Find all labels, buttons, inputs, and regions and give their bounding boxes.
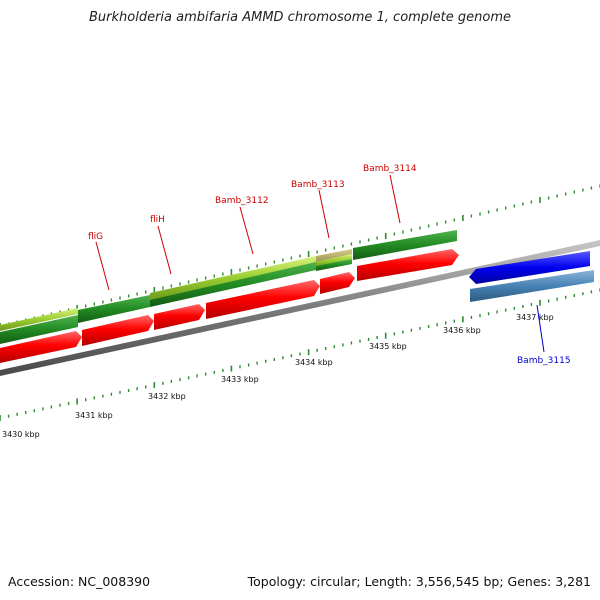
leader-line — [157, 225, 172, 275]
gene-track — [0, 230, 457, 344]
gene-label-Bamb_3115[interactable]: Bamb_3115 — [517, 356, 571, 366]
gene-bar-fliH[interactable] — [150, 261, 316, 307]
gene-bar-fliG-overlay — [0, 308, 78, 331]
gene-label-fliG[interactable]: fliG — [88, 232, 103, 242]
cds-arrow[interactable] — [357, 249, 459, 281]
accession-label: Accession: NC_008390 — [8, 574, 151, 589]
gene-labels: fliG fliH Bamb_3112 Bamb_3113 Bamb_3114 … — [88, 164, 571, 366]
tick-label: 3433 kbp — [221, 375, 259, 384]
tick-label: 3430 kbp — [2, 430, 40, 439]
gene-bar-fliH-overlay[interactable] — [150, 256, 316, 300]
tick-labels: 3430 kbp 3431 kbp 3432 kbp 3433 kbp 3434… — [2, 313, 554, 439]
tick-label: 3437 kbp — [516, 313, 554, 322]
gene-label-fliH[interactable]: fliH — [150, 215, 165, 225]
cds-arrow[interactable] — [320, 272, 355, 294]
gene-bar-Bamb_3115[interactable] — [470, 270, 594, 302]
tick-label: 3435 kbp — [369, 342, 407, 351]
gene-bar-Bamb_3114[interactable] — [353, 230, 457, 260]
gene-label-Bamb_3112[interactable]: Bamb_3112 — [215, 196, 269, 206]
cds-arrow[interactable] — [154, 304, 205, 330]
cds-arrow-blue[interactable] — [469, 251, 590, 284]
gene-bar-Bamb_3113-b[interactable] — [316, 254, 352, 267]
cds-arrow[interactable] — [82, 315, 154, 346]
tick-label: 3431 kbp — [75, 411, 113, 420]
tick-label: 3434 kbp — [295, 358, 333, 367]
inner-tick-row — [0, 288, 600, 421]
leader-line — [239, 206, 254, 255]
gene-bar-fliG-2[interactable] — [78, 295, 150, 323]
gene-label-Bamb_3114[interactable]: Bamb_3114 — [363, 164, 417, 174]
chromosome-backbone — [0, 240, 600, 376]
blue-track — [469, 251, 594, 302]
red-cds-track — [0, 249, 459, 363]
cds-arrow[interactable] — [206, 280, 320, 319]
leader-line — [389, 174, 401, 224]
gene-label-Bamb_3113[interactable]: Bamb_3113 — [291, 180, 345, 190]
map-title: Burkholderia ambifaria AMMD chromosome 1… — [88, 10, 512, 25]
tick-label: 3432 kbp — [148, 392, 186, 401]
leader-line — [95, 241, 110, 291]
gene-bar-fliG[interactable] — [0, 315, 78, 344]
cds-arrow[interactable] — [0, 331, 82, 363]
leader-line — [318, 189, 330, 239]
leader-line — [536, 304, 545, 353]
genome-stats-label: Topology: circular; Length: 3,556,545 bp… — [247, 574, 591, 589]
gene-bar-Bamb_3113[interactable] — [316, 249, 352, 262]
tick-label: 3436 kbp — [443, 326, 481, 335]
gene-bar-Bamb_3113-c[interactable] — [316, 259, 352, 271]
